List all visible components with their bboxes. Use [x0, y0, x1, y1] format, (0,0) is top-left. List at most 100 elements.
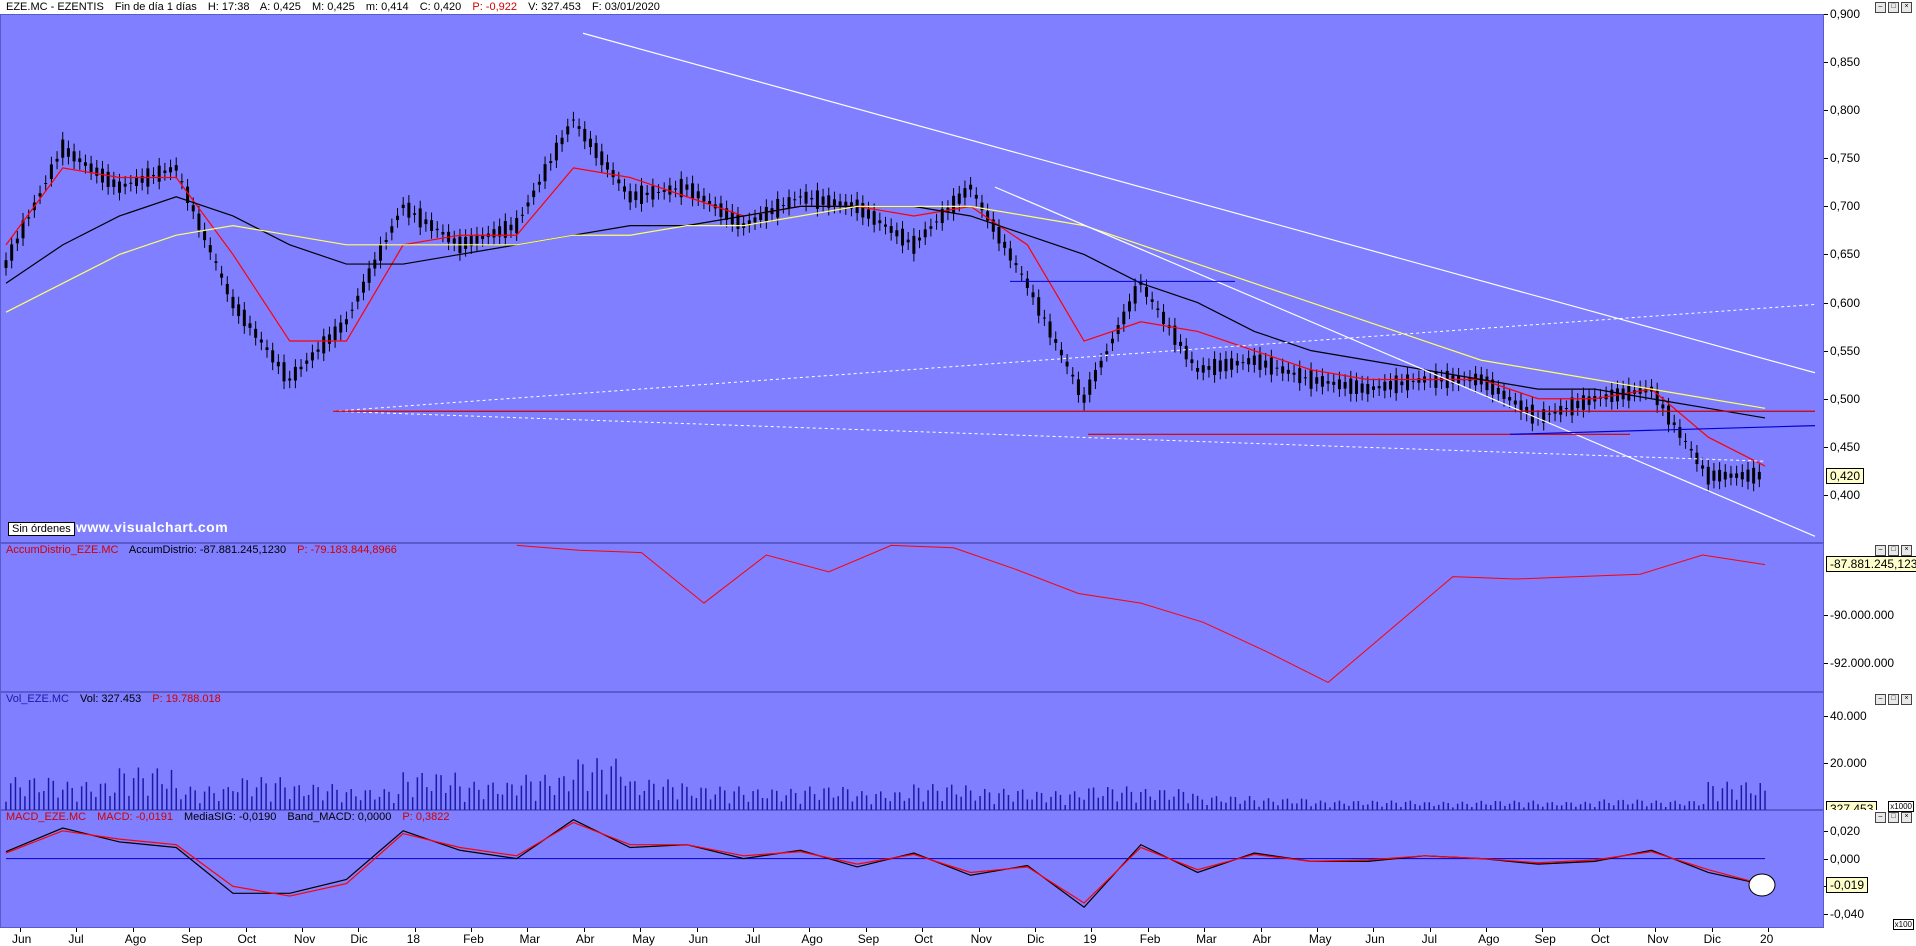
accum-pane: AccumDistrio_EZE.MC AccumDistrio: -87.88… [0, 543, 1916, 692]
price-candle-body [1303, 377, 1307, 379]
macd-plot-area[interactable] [0, 810, 1824, 928]
price-candle-body [1559, 405, 1563, 415]
price-candle-body [1706, 466, 1710, 485]
price-candle-body [1110, 338, 1114, 344]
close-icon[interactable]: × [1901, 694, 1912, 705]
x-tick-label: Ago [1478, 932, 1500, 946]
price-plot-area[interactable] [0, 14, 1824, 543]
ma-slow-line [5, 205, 1766, 409]
price-candle-body [1689, 448, 1693, 451]
x-tick [414, 928, 416, 932]
price-candle-body [1247, 358, 1251, 365]
price-candle-body [679, 178, 683, 198]
price-candle-body [1400, 381, 1404, 386]
price-candle-body [821, 196, 825, 205]
macd-tick-label: 0,000 [1823, 851, 1861, 866]
price-candle-body [509, 224, 513, 231]
price-tick-label: 0,800 [1823, 103, 1861, 118]
price-candle-body [1570, 397, 1574, 416]
price-candle-body [299, 366, 303, 370]
price-candle-body [1746, 469, 1750, 482]
price-candle-body [293, 366, 297, 381]
accum-plot-area[interactable] [0, 543, 1824, 692]
price-candle-body [645, 192, 649, 195]
price-candle-body [634, 191, 638, 201]
price-candle-body [866, 209, 870, 219]
price-candle-body [963, 188, 967, 198]
minimize-icon[interactable]: – [1875, 694, 1886, 705]
price-candle-body [1099, 360, 1103, 368]
price-tick-label: 0,600 [1823, 295, 1861, 310]
price-candle-body [1286, 369, 1290, 374]
price-candle-body [912, 235, 916, 254]
blue-trendline [1509, 425, 1816, 435]
x-tick [696, 928, 698, 932]
price-candle-body [135, 176, 139, 186]
accum-tick-label: -90.000.000 [1823, 608, 1895, 623]
maximize-icon[interactable]: □ [1888, 2, 1899, 13]
price-candle-body [662, 190, 666, 192]
maximize-icon[interactable]: □ [1888, 812, 1899, 823]
price-candle-body [1059, 349, 1063, 356]
price-candle-body [588, 138, 592, 148]
price-candle-body [1349, 378, 1353, 394]
price-candle-body [719, 203, 723, 218]
price-candle-body [520, 214, 524, 216]
price-candle-body [696, 191, 700, 199]
price-candle-body [44, 183, 48, 185]
accum-window-buttons[interactable]: – □ × [1875, 545, 1912, 556]
x-tick [1091, 928, 1093, 932]
price-candle-body [1196, 367, 1200, 372]
price-candle-body [1752, 467, 1756, 484]
price-candle-body [271, 350, 275, 363]
price-candle-body [106, 171, 110, 188]
price-candle-body [1184, 345, 1188, 360]
price-candle-body [787, 197, 791, 208]
price-candle-body [100, 168, 104, 183]
close-icon[interactable]: × [1901, 2, 1912, 13]
price-candle-body [1519, 400, 1523, 413]
price-window-buttons[interactable]: – □ × [1875, 2, 1912, 13]
price-candle-body [753, 217, 757, 223]
sin-ordenes-button[interactable]: Sin órdenes [8, 522, 75, 536]
price-candle-body [1542, 409, 1546, 423]
price-candle-body [986, 211, 990, 221]
price-candle-body [1309, 370, 1313, 389]
price-candle-body [1122, 311, 1126, 325]
price-header: EZE.MC - EZENTIS Fin de día 1 días H: 17… [6, 1, 668, 13]
price-y-axis: 0,900 0,850 0,800 0,750 0,700 0,650 0,600 0,550… [1823, 7, 1916, 543]
price-candle-body [861, 203, 865, 218]
close-icon[interactable]: × [1901, 545, 1912, 556]
price-candle-body [674, 188, 678, 190]
price-candle-body [1269, 357, 1273, 375]
price-f: F: 03/01/2020 [591, 1, 660, 13]
price-tick-label: 0,750 [1823, 151, 1861, 166]
price-pane: EZE.MC - EZENTIS Fin de día 1 días H: 17… [0, 1, 1916, 543]
price-candle-body [1360, 383, 1364, 393]
accum-name: AccumDistrio_EZE.MC [6, 544, 119, 556]
price-candle-body [169, 167, 173, 173]
dotted-trendline-down [332, 410, 1766, 462]
minimize-icon[interactable]: – [1875, 812, 1886, 823]
price-candle-body [1179, 341, 1183, 346]
maximize-icon[interactable]: □ [1888, 694, 1899, 705]
price-candle-body [498, 226, 502, 237]
price-candle-body [815, 190, 819, 209]
x-tick-label: Feb [463, 932, 484, 946]
maximize-icon[interactable]: □ [1888, 545, 1899, 556]
x-tick-label: May [632, 932, 655, 946]
close-icon[interactable]: × [1901, 812, 1912, 823]
x-tick [978, 928, 980, 932]
price-candle-body [469, 235, 473, 247]
x-tick [1204, 928, 1206, 932]
price-candle-body [628, 191, 632, 203]
x-tick [1542, 928, 1544, 932]
volume-plot-area[interactable] [0, 692, 1824, 810]
price-candle-body [1337, 379, 1341, 390]
minimize-icon[interactable]: – [1875, 2, 1886, 13]
minimize-icon[interactable]: – [1875, 545, 1886, 556]
volume-window-buttons[interactable]: – □ × [1875, 694, 1912, 705]
macd-window-buttons[interactable]: – □ × [1875, 812, 1912, 823]
price-candle-body [1008, 248, 1012, 261]
price-candle-body [1502, 390, 1506, 399]
